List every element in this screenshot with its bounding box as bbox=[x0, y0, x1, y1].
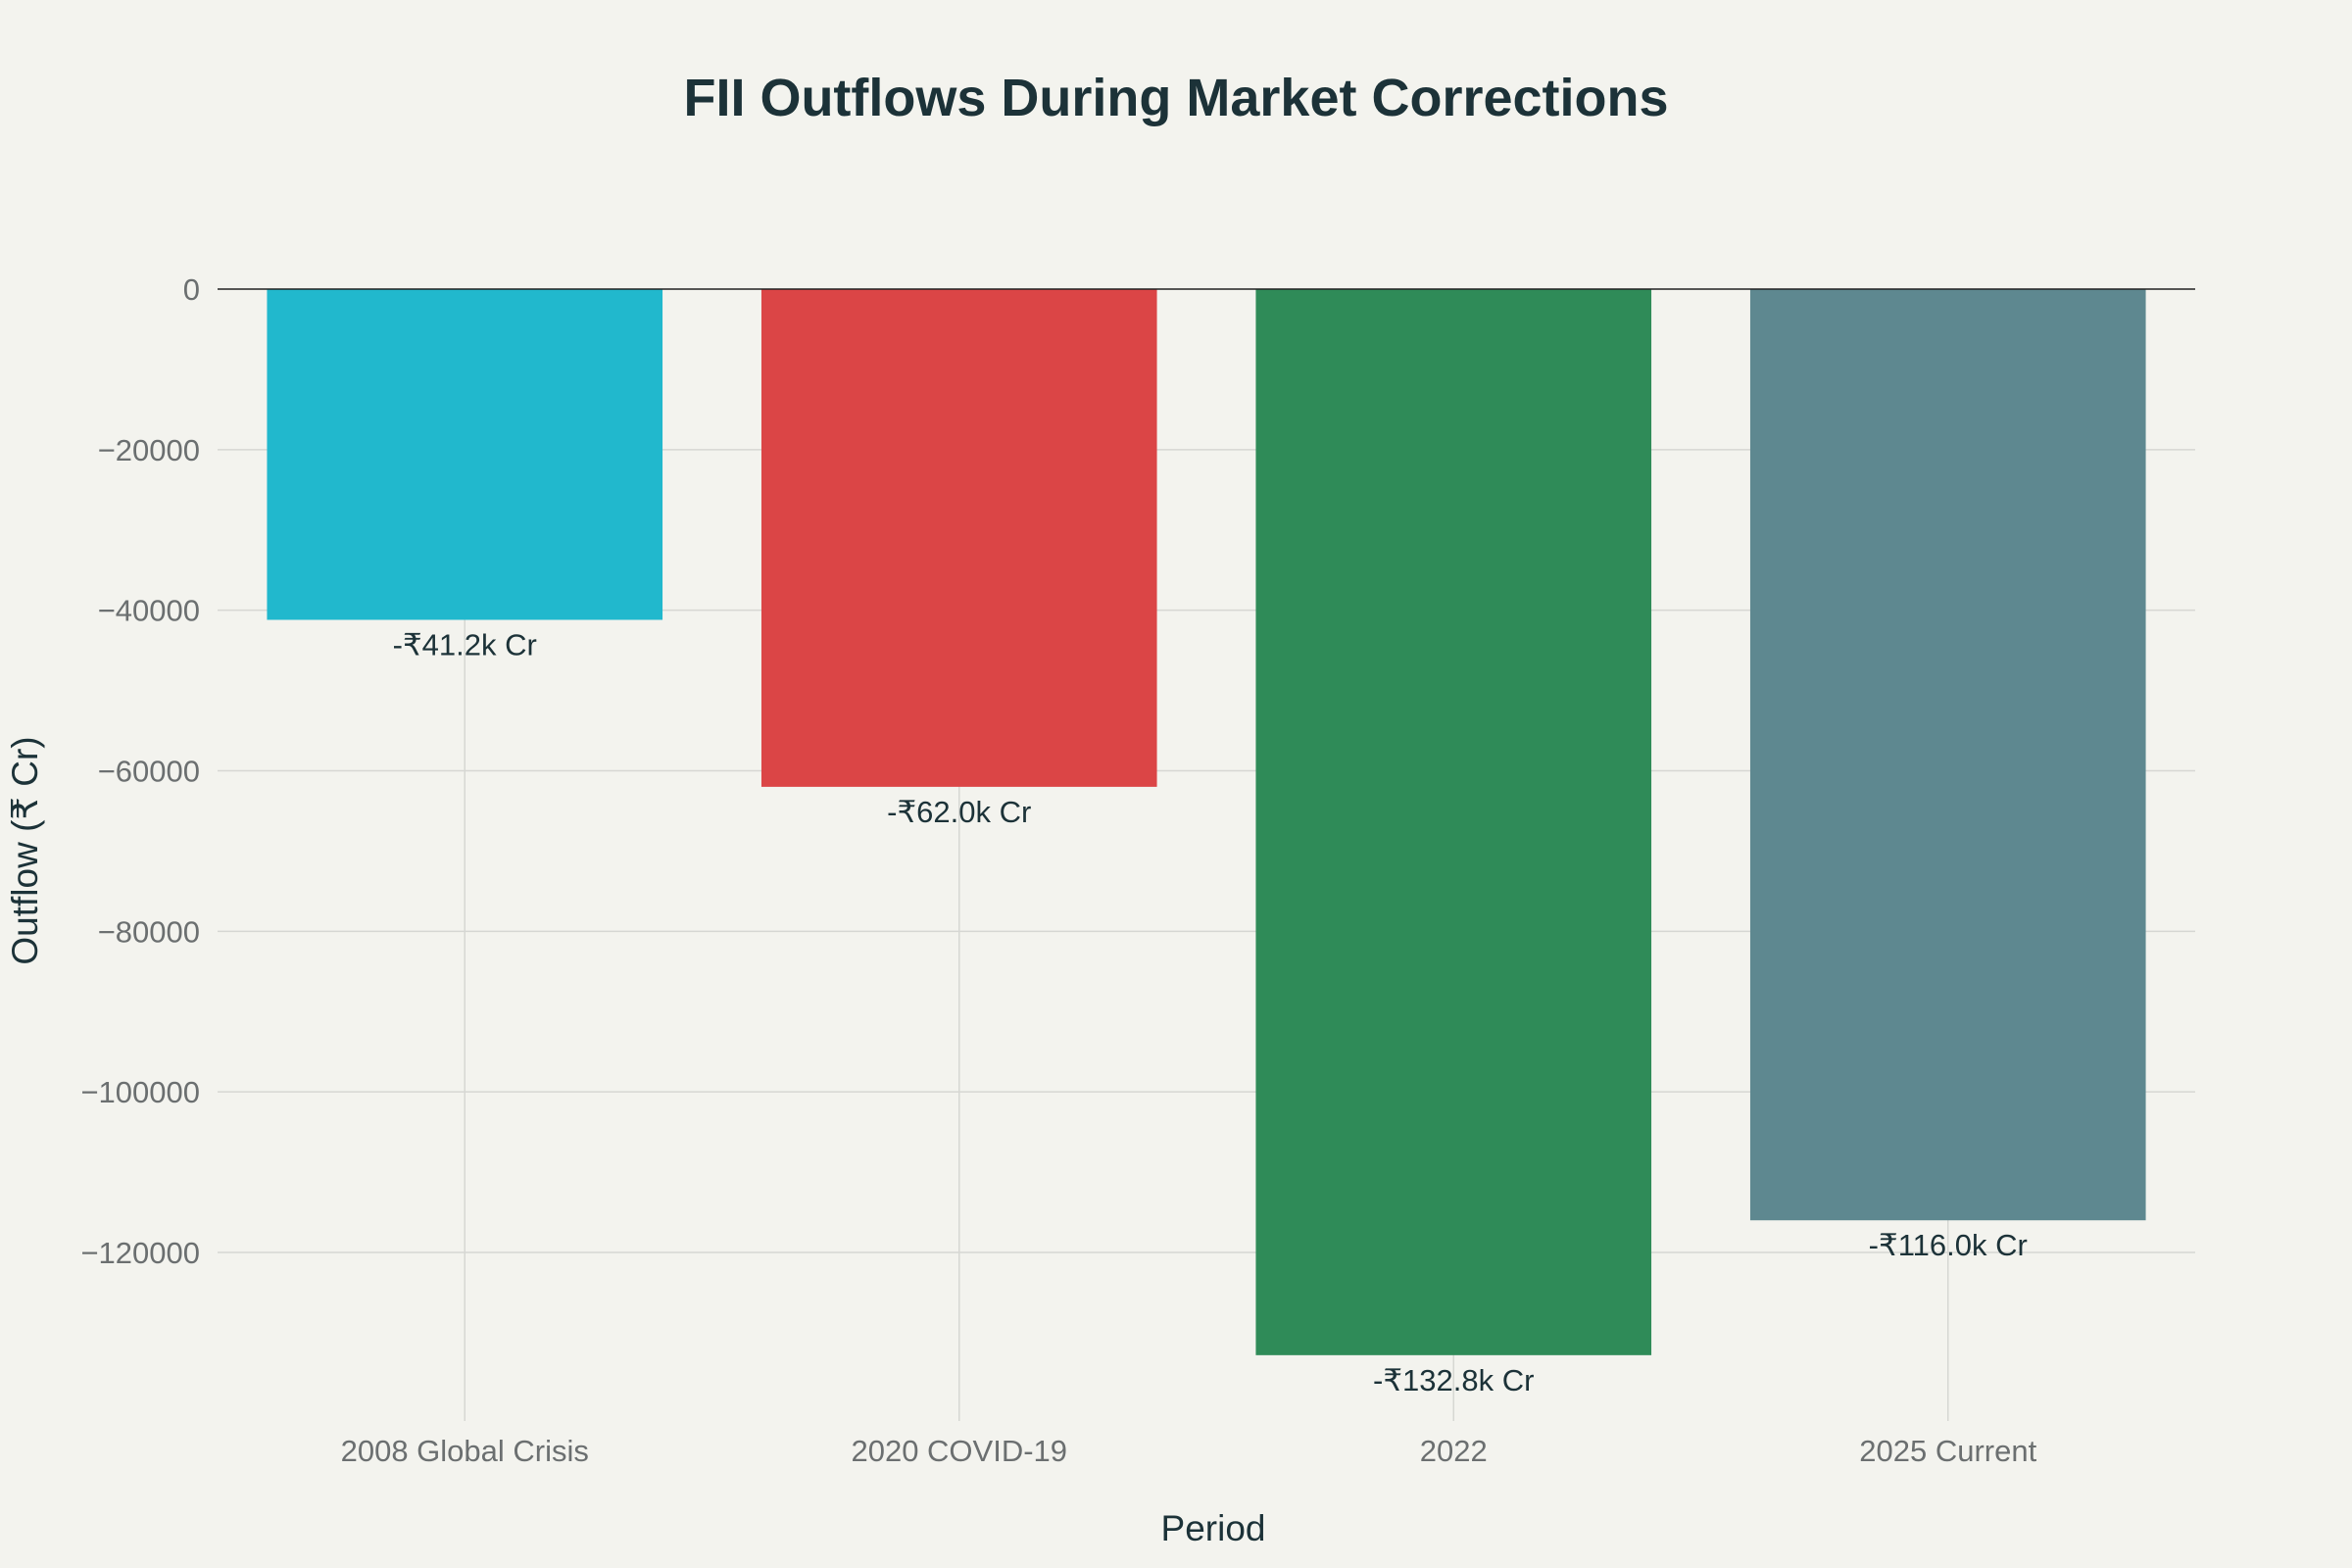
x-tick-label: 2020 COVID-19 bbox=[851, 1434, 1067, 1468]
chart-title: FII Outflows During Market Corrections bbox=[683, 69, 1668, 127]
y-tick-label: −60000 bbox=[98, 754, 200, 788]
x-tick-label: 2022 bbox=[1420, 1434, 1488, 1468]
x-tick-label: 2025 Current bbox=[1859, 1434, 2036, 1468]
y-tick-label: −120000 bbox=[80, 1236, 200, 1270]
y-tick-label: −20000 bbox=[98, 433, 200, 467]
bar bbox=[760, 289, 1157, 787]
data-labels: -₹41.2k Cr -₹62.0k Cr -₹132.8k Cr -₹116.0k … bbox=[393, 627, 2028, 1396]
bar bbox=[1255, 289, 1652, 1355]
y-tick-label: 0 bbox=[183, 272, 200, 307]
bar bbox=[267, 289, 663, 620]
bar bbox=[1749, 289, 2146, 1221]
y-tick-label: −100000 bbox=[80, 1075, 200, 1109]
y-tick-label: −40000 bbox=[98, 594, 200, 628]
bar-data-label: -₹62.0k Cr bbox=[887, 795, 1031, 829]
y-axis-title: Outflow (₹ Cr) bbox=[5, 736, 45, 964]
x-axis-title: Period bbox=[1161, 1508, 1266, 1548]
x-tick-label: 2008 Global Crisis bbox=[341, 1434, 589, 1468]
y-axis-ticks: 0 −20000 −40000 −60000 −80000 −100000 −120000 bbox=[80, 272, 200, 1270]
bar-data-label: -₹116.0k Cr bbox=[1869, 1228, 2028, 1262]
bars bbox=[267, 289, 2146, 1355]
x-axis-ticks: 2008 Global Crisis 2020 COVID-19 2022 2025 … bbox=[341, 1434, 2037, 1468]
bar-data-label: -₹41.2k Cr bbox=[393, 627, 537, 662]
y-tick-label: −80000 bbox=[98, 914, 200, 949]
bar-data-label: -₹132.8k Cr bbox=[1373, 1363, 1534, 1397]
